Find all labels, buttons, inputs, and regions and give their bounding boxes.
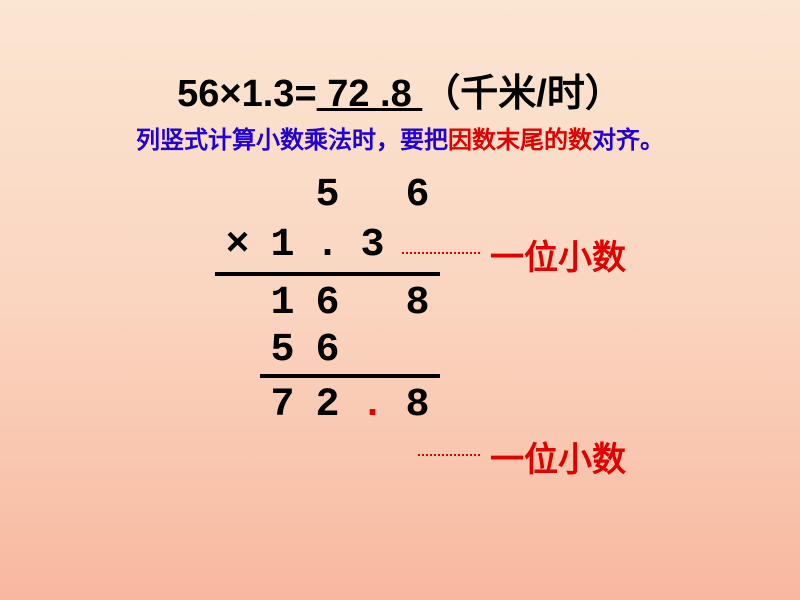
digit: 6: [395, 173, 440, 218]
digit: 8: [395, 281, 440, 326]
dotted-line-1: [402, 252, 480, 254]
calc-line-2: [260, 374, 440, 378]
calc-row-1: 5 6: [215, 170, 440, 220]
calc-row-2: × 1 . 3: [215, 220, 440, 270]
digit: 5: [305, 173, 350, 218]
annotation-2: 一位小数: [490, 432, 626, 481]
title-unit: （千米/时）: [422, 73, 623, 115]
digit: 3: [350, 223, 395, 268]
annotation-1: 一位小数: [490, 230, 626, 279]
digit: 2: [305, 383, 350, 428]
digit: 5: [260, 328, 305, 373]
digit: 6: [305, 281, 350, 326]
subtitle-part2: 对齐。: [592, 127, 664, 154]
calc-row-3: 1 6 8: [215, 278, 440, 328]
digit: 1: [260, 223, 305, 268]
calc-row-4: 5 6: [215, 328, 440, 372]
digit: 8: [395, 383, 440, 428]
vertical-calculation: 5 6 × 1 . 3 1 6 8 5 6 7 2 . 8: [215, 170, 440, 430]
subtitle-part1: 列竖式计算小数乘法时，要把: [136, 127, 448, 154]
subtitle-highlight: 因数末尾的数: [448, 127, 592, 154]
decimal: .: [305, 223, 350, 268]
title-line: 56×1.3= 72 .8 （千米/时）: [0, 62, 800, 117]
title-result: 72 .8: [317, 73, 423, 115]
digit: 1: [260, 281, 305, 326]
title-expression: 56×1.3=: [177, 73, 316, 115]
subtitle-line: 列竖式计算小数乘法时，要把因数末尾的数对齐。: [0, 120, 800, 155]
result-decimal-point: .: [350, 383, 395, 428]
digit: 6: [305, 328, 350, 373]
calc-row-5: 7 2 . 8: [215, 380, 440, 430]
multiply-sign: ×: [215, 223, 260, 268]
dotted-line-2: [418, 454, 480, 456]
digit: 7: [260, 383, 305, 428]
calc-line-1: [215, 272, 440, 276]
